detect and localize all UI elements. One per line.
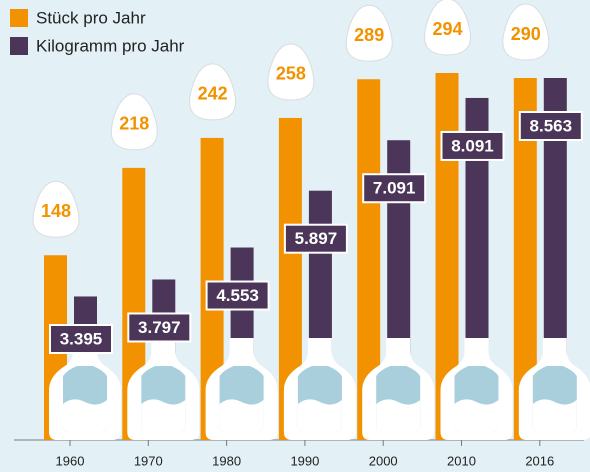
bottle-milk	[376, 399, 421, 432]
value-label-box	[127, 312, 192, 343]
value-label: 242	[198, 84, 228, 104]
x-tick-label: 1980	[212, 453, 241, 468]
x-tick-label: 2000	[369, 453, 398, 468]
egg	[32, 180, 80, 238]
legend-swatch	[10, 37, 28, 55]
x-tick-label: 2010	[447, 453, 476, 468]
egg	[189, 63, 237, 121]
value-label-box	[440, 130, 505, 161]
value-label: 290	[511, 24, 541, 44]
value-label-box	[49, 324, 113, 354]
value-label: 294	[432, 19, 462, 39]
value-label: 148	[41, 201, 71, 221]
bottle-milk	[532, 399, 577, 432]
legend-label: Kilogramm pro Jahr	[36, 36, 185, 55]
x-tick-label: 1960	[56, 453, 85, 468]
value-label: 258	[276, 64, 306, 84]
legend-swatch	[10, 9, 28, 27]
bottle-milk	[454, 399, 499, 432]
value-label-box	[518, 111, 583, 141]
bar	[278, 117, 302, 440]
egg	[423, 0, 472, 56]
value-label: 8.563	[530, 116, 573, 135]
value-label: 5.897	[295, 229, 338, 248]
value-label: 7.091	[373, 179, 416, 198]
value-label: 8.091	[451, 136, 494, 155]
value-label-box	[205, 280, 270, 311]
value-label: 218	[119, 114, 149, 134]
value-label: 3.797	[138, 318, 181, 337]
value-label-box	[283, 223, 348, 254]
x-tick-label: 1990	[290, 453, 319, 468]
egg	[502, 3, 550, 61]
bar	[435, 73, 459, 440]
legend-label: Stück pro Jahr	[36, 8, 146, 27]
x-tick-label: 2016	[525, 453, 554, 468]
egg	[267, 43, 315, 101]
egg	[110, 93, 158, 151]
bottle-milk	[297, 399, 342, 432]
value-label: 4.553	[216, 286, 259, 305]
bottle-milk	[63, 399, 107, 432]
value-label: 289	[354, 25, 384, 45]
value-label-box	[362, 173, 427, 204]
bar	[357, 79, 381, 440]
bottle-milk	[219, 399, 264, 432]
egg	[345, 4, 393, 62]
bottle-milk	[141, 399, 186, 432]
bar	[513, 78, 537, 440]
x-tick-label: 1970	[134, 453, 163, 468]
value-label: 3.395	[60, 329, 103, 348]
